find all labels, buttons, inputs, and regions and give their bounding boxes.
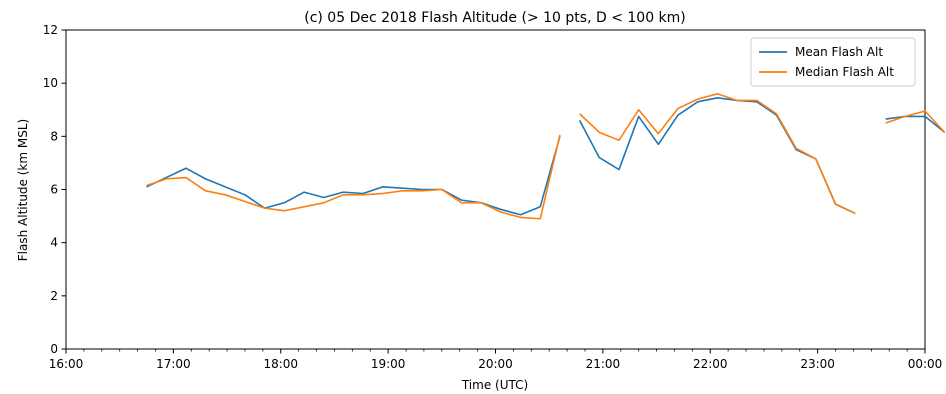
x-tick-label: 00:00	[908, 357, 943, 371]
x-tick-label: 17:00	[156, 357, 191, 371]
median-flash-alt-line-segment	[146, 134, 561, 220]
y-tick-label: 10	[43, 76, 58, 90]
x-tick-label: 19:00	[371, 357, 406, 371]
x-tick-label: 22:00	[693, 357, 728, 371]
mean-flash-alt-legend-label: Mean Flash Alt	[795, 45, 883, 59]
x-tick-label: 16:00	[49, 357, 84, 371]
mean-flash-alt-line-segment	[146, 136, 561, 216]
y-tick-label: 6	[50, 183, 58, 197]
legend-box	[750, 37, 916, 87]
x-axis-title: Time (UTC)	[461, 378, 528, 392]
median-flash-alt-line-segment	[885, 110, 946, 133]
y-tick-label: 8	[50, 129, 58, 143]
x-tick-label: 20:00	[478, 357, 513, 371]
y-tick-label: 0	[50, 342, 58, 356]
chart-title: (c) 05 Dec 2018 Flash Altitude (> 10 pts…	[304, 10, 686, 26]
median-flash-alt-line-segment	[579, 93, 856, 215]
mean-flash-alt-line-segment	[885, 115, 946, 133]
y-tick-label: 4	[50, 236, 58, 250]
legend: Mean Flash Alt Median Flash Alt	[750, 37, 916, 87]
x-tick-label: 21:00	[586, 357, 621, 371]
y-tick-label: 2	[50, 289, 58, 303]
y-axis-title: Flash Altitude (km MSL)	[16, 119, 30, 261]
y-tick-label: 12	[43, 23, 58, 37]
x-tick-label: 23:00	[800, 357, 835, 371]
plot-area: 16:00 17:00 18:00 19:00 20:00 21:00 22:00 23:00…	[43, 23, 946, 371]
mean-flash-alt-line-segment	[578, 96, 856, 215]
x-tick-label: 18:00	[263, 357, 298, 371]
median-flash-alt-legend-label: Median Flash Alt	[795, 65, 894, 79]
